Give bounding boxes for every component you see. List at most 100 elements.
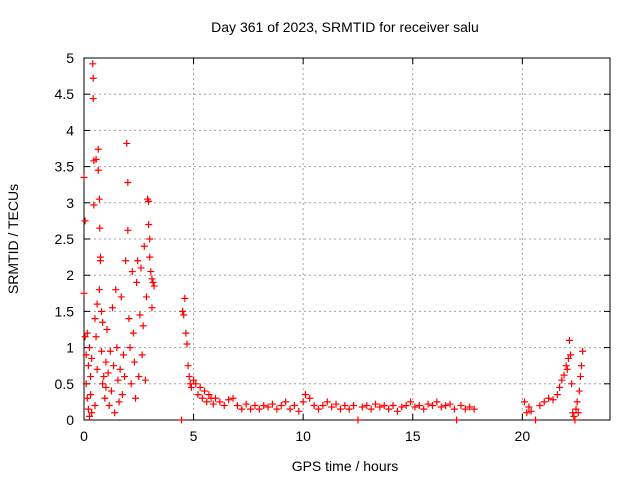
data-point xyxy=(145,221,153,229)
x-tick-label: 15 xyxy=(405,428,421,444)
data-point xyxy=(95,286,103,294)
data-point xyxy=(525,403,533,411)
data-point xyxy=(354,416,362,424)
data-point xyxy=(84,362,92,370)
data-point xyxy=(133,278,141,286)
data-point xyxy=(80,173,88,181)
data-point xyxy=(264,403,272,411)
data-point xyxy=(579,347,587,355)
data-point xyxy=(560,371,568,379)
data-point xyxy=(107,387,115,395)
data-point xyxy=(424,400,432,408)
data-point xyxy=(319,402,327,410)
data-point xyxy=(89,95,97,103)
data-point xyxy=(290,402,298,410)
data-point xyxy=(130,358,138,366)
data-point xyxy=(184,362,192,370)
data-point xyxy=(116,365,124,373)
data-point xyxy=(181,294,189,302)
data-point xyxy=(146,235,154,243)
data-point xyxy=(117,293,125,301)
data-point xyxy=(470,405,478,413)
data-point xyxy=(88,409,96,417)
data-point xyxy=(531,416,539,424)
data-point xyxy=(407,398,415,406)
data-point xyxy=(564,354,572,362)
data-point xyxy=(128,268,136,276)
data-point xyxy=(135,373,143,381)
data-point xyxy=(125,315,133,323)
data-point xyxy=(194,391,202,399)
data-point xyxy=(108,304,116,312)
data-point xyxy=(119,351,127,359)
data-point xyxy=(205,391,213,399)
data-point xyxy=(209,400,217,408)
data-point xyxy=(556,383,564,391)
data-point xyxy=(81,333,89,341)
data-point xyxy=(90,201,98,209)
data-point xyxy=(95,195,103,203)
data-point xyxy=(527,407,535,415)
data-point xyxy=(122,257,130,265)
data-point xyxy=(83,329,91,337)
data-point xyxy=(82,351,90,359)
data-point xyxy=(140,242,148,250)
data-point xyxy=(142,293,150,301)
data-point xyxy=(282,398,290,406)
data-point xyxy=(134,257,142,265)
data-point xyxy=(367,405,375,413)
y-tick-label: 2 xyxy=(66,267,74,283)
data-point xyxy=(91,402,99,410)
data-point xyxy=(89,60,97,68)
data-point xyxy=(273,405,281,413)
data-point xyxy=(183,340,191,348)
data-point xyxy=(437,403,445,411)
data-point xyxy=(323,398,331,406)
axis-ticks: 0 0.5 1 1.5 2 2.5 3 3.5 4 4.5 5 0 5 10 15 20 xyxy=(55,50,610,444)
data-point xyxy=(85,412,93,420)
data-point xyxy=(393,407,401,415)
data-point xyxy=(136,311,144,319)
data-point xyxy=(179,307,187,315)
data-point xyxy=(84,405,92,413)
x-tick-label: 20 xyxy=(515,428,531,444)
data-point xyxy=(450,405,458,413)
data-point xyxy=(148,304,156,312)
data-point xyxy=(466,403,474,411)
data-point xyxy=(575,387,583,395)
y-tick-label: 0.5 xyxy=(55,376,75,392)
data-point xyxy=(80,289,88,297)
data-point xyxy=(99,318,107,326)
data-point xyxy=(442,402,450,410)
data-point xyxy=(82,380,90,388)
data-point xyxy=(127,380,135,388)
data-point xyxy=(255,405,263,413)
data-point xyxy=(549,396,557,404)
data-point xyxy=(185,373,193,381)
data-point xyxy=(83,394,91,402)
data-point xyxy=(420,405,428,413)
data-point xyxy=(196,383,204,391)
data-point xyxy=(380,402,388,410)
data-point xyxy=(93,300,101,308)
data-point xyxy=(113,344,121,352)
y-tick-label: 1 xyxy=(66,340,74,356)
data-point xyxy=(92,333,100,341)
x-tick-label: 0 xyxy=(80,428,88,444)
data-point xyxy=(137,264,145,272)
data-point xyxy=(277,402,285,410)
data-point xyxy=(123,139,131,147)
data-point xyxy=(102,383,110,391)
data-point xyxy=(203,398,211,406)
data-point xyxy=(216,398,224,406)
data-point xyxy=(94,166,102,174)
data-point xyxy=(115,398,123,406)
data-point xyxy=(145,197,153,205)
data-point xyxy=(81,217,89,225)
data-point xyxy=(268,400,276,408)
data-point xyxy=(286,405,294,413)
data-point xyxy=(572,405,580,413)
data-point xyxy=(121,373,129,381)
data-point xyxy=(558,376,566,384)
chart-title: Day 361 of 2023, SRMTID for receiver sal… xyxy=(211,19,479,35)
